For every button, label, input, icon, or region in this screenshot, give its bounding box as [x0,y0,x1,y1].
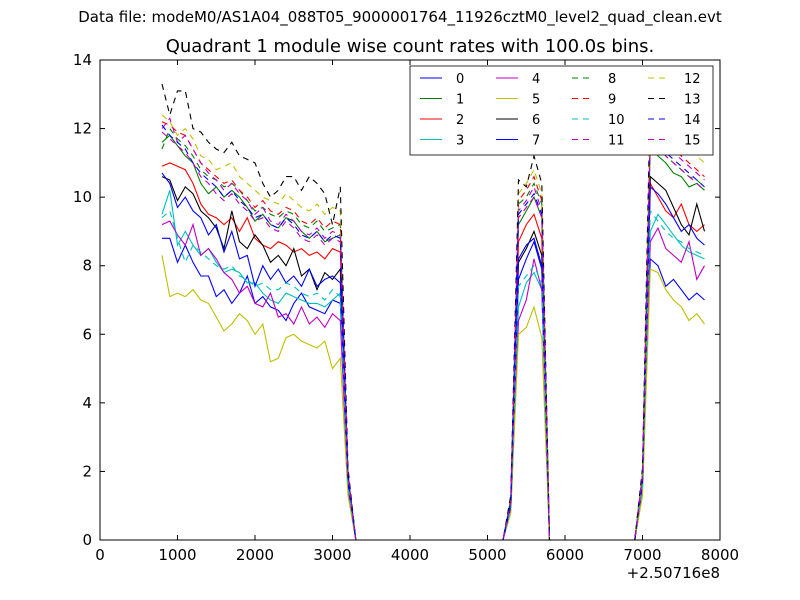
series-line-7 [161,172,705,541]
legend-label-0: 0 [456,72,464,87]
y-tick-label: 6 [82,325,92,343]
legend-label-2: 2 [456,113,464,128]
legend-label-11: 11 [608,134,625,149]
legend-label-13: 13 [684,93,701,108]
series-line-2 [161,162,705,541]
x-offset-label: +2.50716e8 [627,564,720,582]
legend-label-4: 4 [532,72,540,87]
x-tick-label: 1000 [158,546,196,564]
series-layer [161,83,706,541]
x-tick-label: 7000 [623,546,661,564]
x-tick-label: 0 [95,546,105,564]
figure-suptitle: Data file: modeM0/AS1A04_088T05_90000017… [78,8,722,26]
series-line-1 [161,134,705,541]
series-line-14 [161,124,705,541]
series-line-3 [161,190,705,541]
series-line-0 [162,237,705,541]
y-tick-label: 4 [82,394,92,412]
x-tick-label: 3000 [313,546,351,564]
x-tick-label: 5000 [468,546,506,564]
legend-label-10: 10 [608,113,625,128]
y-tick-label: 10 [73,188,92,206]
y-tick-label: 12 [73,120,92,138]
x-tick-label: 6000 [546,546,584,564]
legend-label-8: 8 [608,72,616,87]
series-line-6 [161,175,706,541]
legend-box [409,65,714,156]
y-tick-label: 14 [73,51,92,69]
series-line-15 [161,131,705,541]
legend-label-12: 12 [684,72,701,87]
legend-label-7: 7 [532,134,540,149]
legend-label-3: 3 [456,134,464,149]
chart-title: Quadrant 1 module wise count rates with … [165,36,655,57]
series-line-5 [161,255,705,541]
legend-label-9: 9 [608,93,616,108]
series-line-8 [161,127,705,541]
y-tick-label: 2 [82,462,92,480]
series-line-13 [161,83,705,541]
legend-label-5: 5 [532,93,540,108]
series-line-9 [161,120,705,541]
x-tick-label: 4000 [391,546,429,564]
legend-label-14: 14 [684,113,701,128]
y-tick-label: 8 [82,257,92,275]
legend-label-1: 1 [456,93,464,108]
legend-label-15: 15 [684,134,701,149]
x-tick-label: 2000 [236,546,274,564]
series-line-4 [161,220,705,541]
y-tick-label: 0 [82,531,92,549]
legend-label-6: 6 [532,113,540,128]
series-line-12 [161,99,705,541]
series-line-11 [161,117,705,541]
x-tick-label: 8000 [701,546,739,564]
axis-layer: 0 1000 2000 3000 4000 5000 6000 7000 80000246810… [73,51,739,564]
series-line-10 [161,209,705,541]
